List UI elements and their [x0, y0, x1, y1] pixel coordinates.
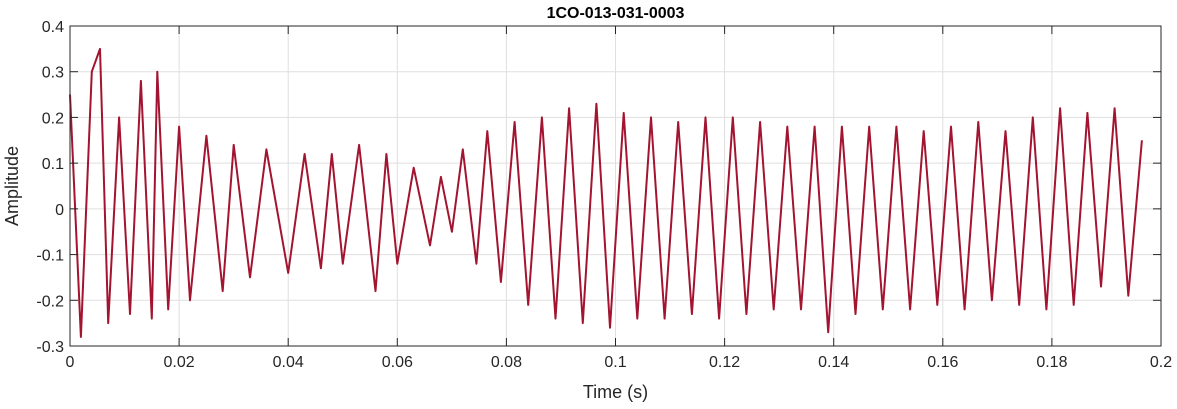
chart-title: 1CO-013-031-0003 — [547, 5, 685, 22]
series-line-0 — [69, 47, 1143, 338]
y-tick-label: 0.4 — [42, 19, 64, 36]
x-tick-label: 0.1 — [604, 354, 626, 371]
x-tick-label: 0.02 — [164, 354, 195, 371]
y-tick-label: -0.1 — [36, 248, 64, 265]
x-tick-label: 0.06 — [382, 354, 413, 371]
data-layer — [69, 47, 1143, 338]
x-tick-label: 0.08 — [491, 354, 522, 371]
grid-lines — [69, 25, 1162, 347]
y-tick-label: 0.2 — [42, 110, 64, 127]
ticks: 0 0.02 0.04 0.06 0.08 0.1 0.12 0.14 0.16 0.18 0.2 -… — [36, 19, 1172, 371]
y-tick-label: 0.1 — [42, 156, 64, 173]
y-axis-title: Amplitude — [2, 146, 22, 226]
x-tick-label: 0.2 — [1150, 354, 1172, 371]
x-tick-label: 0 — [66, 354, 75, 371]
x-tick-label: 0.18 — [1036, 354, 1067, 371]
x-axis-title: Time (s) — [583, 382, 648, 402]
x-tick-label: 0.04 — [273, 354, 304, 371]
y-tick-label: 0.3 — [42, 65, 64, 82]
x-tick-label: 0.16 — [927, 354, 958, 371]
x-tick-label: 0.12 — [709, 354, 740, 371]
x-tick-label: 0.14 — [818, 354, 849, 371]
y-tick-label: 0 — [55, 202, 64, 219]
y-tick-label: -0.2 — [36, 293, 64, 310]
y-tick-label: -0.3 — [36, 339, 64, 356]
